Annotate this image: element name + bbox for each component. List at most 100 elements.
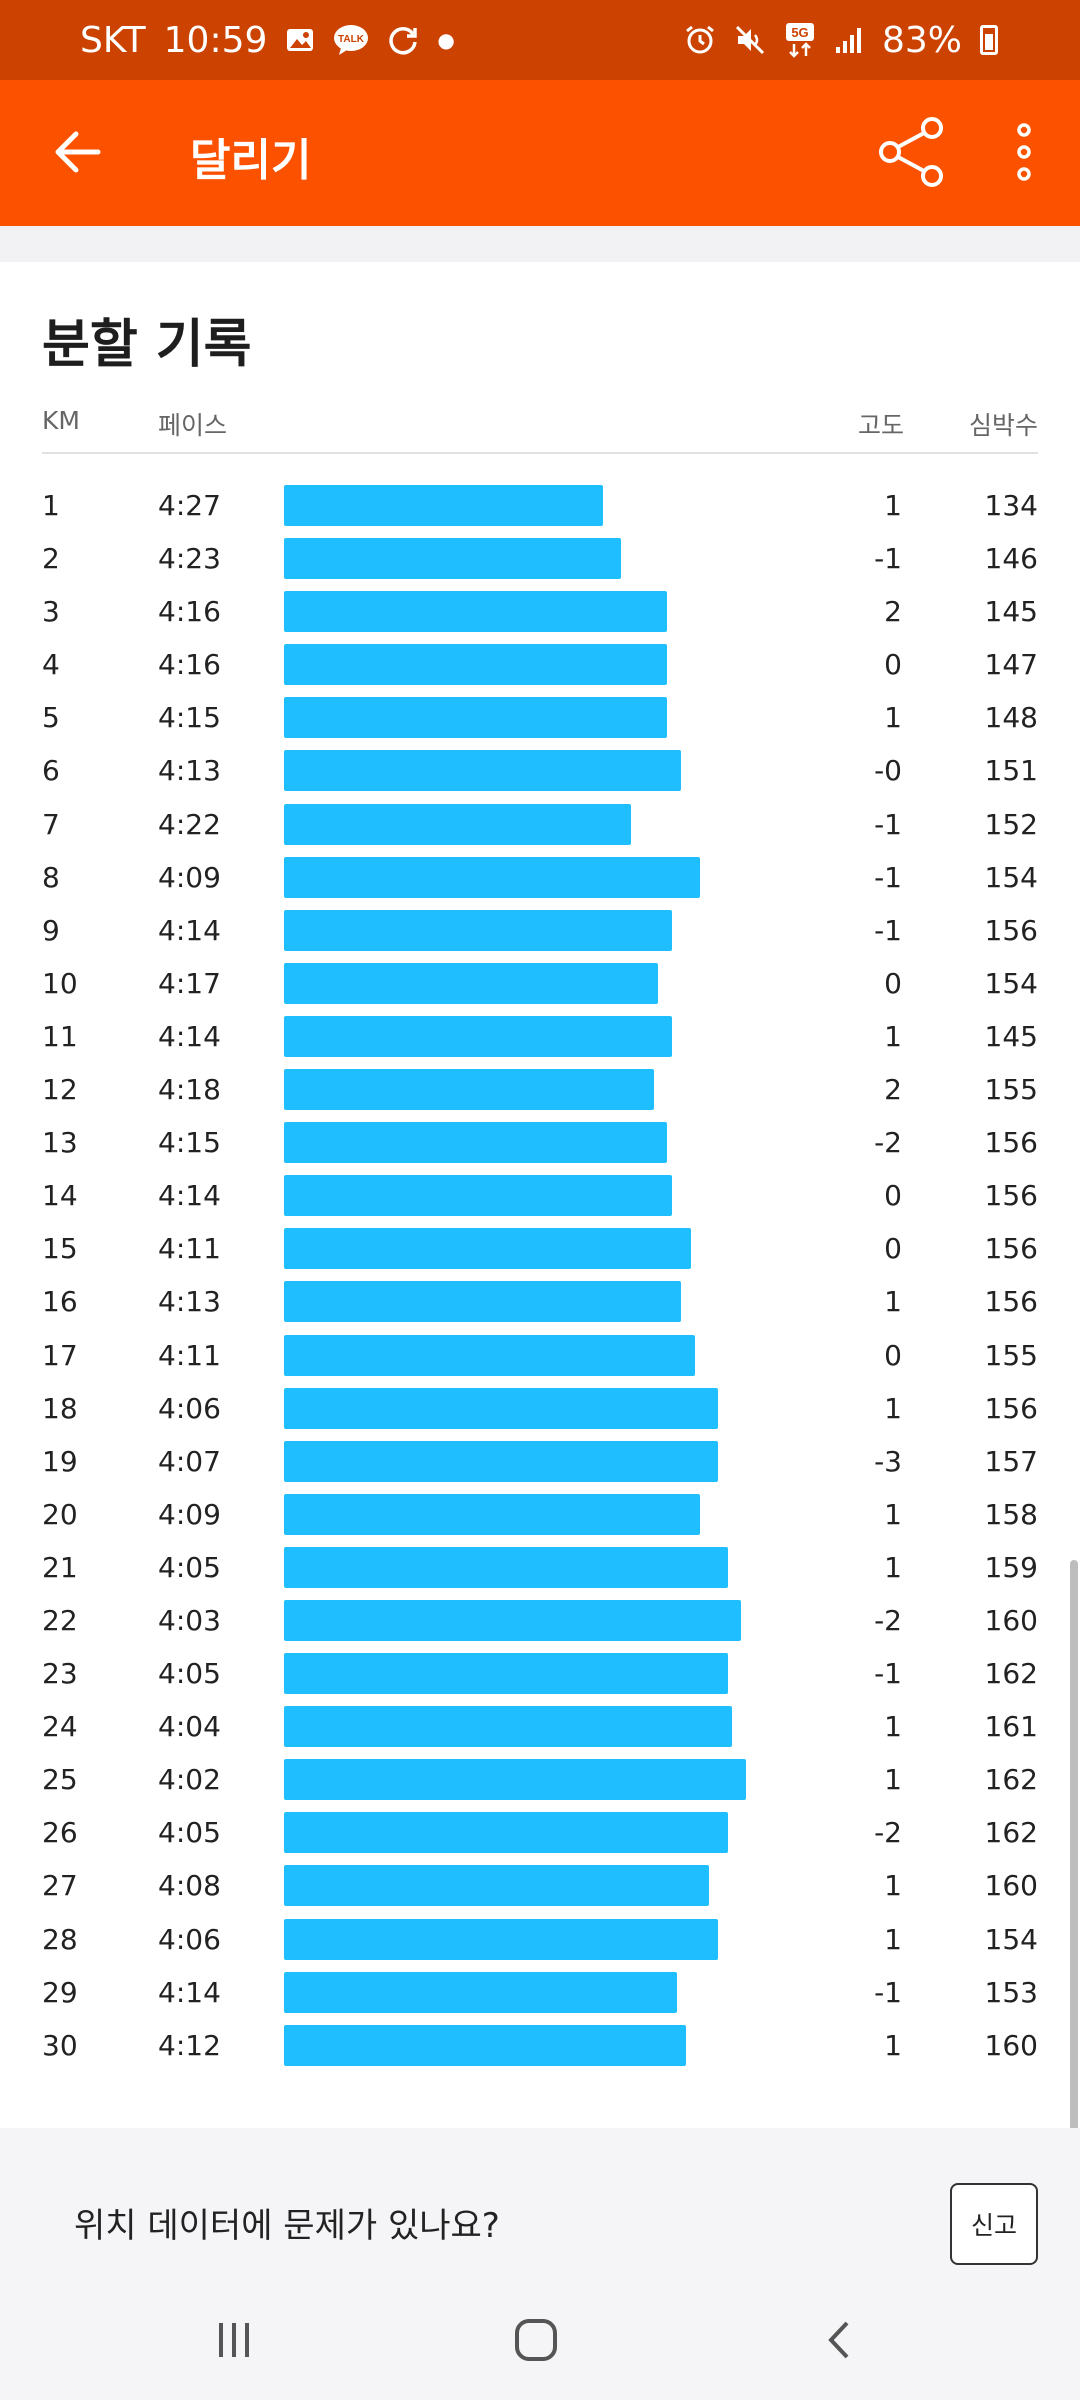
split-row: 5 4:15 1 148 — [42, 691, 1038, 744]
split-row: 11 4:14 1 145 — [42, 1010, 1038, 1063]
split-elevation: 1 — [884, 1497, 902, 1531]
split-elevation: 1 — [884, 701, 902, 735]
split-km: 18 — [42, 1391, 78, 1425]
split-pace: 4:13 — [158, 1285, 221, 1319]
split-pace: 4:05 — [158, 1550, 221, 1584]
split-heart-rate: 156 — [984, 1391, 1038, 1425]
split-km: 6 — [42, 754, 60, 788]
pace-bar — [284, 750, 681, 792]
split-heart-rate: 162 — [984, 1763, 1038, 1797]
header-heart-rate: 심박수 — [968, 411, 1038, 440]
network-type: 5G — [784, 22, 816, 58]
scrollbar[interactable] — [1070, 1560, 1078, 2260]
nav-back-icon — [828, 2321, 849, 2359]
pace-bar — [284, 1122, 667, 1164]
pace-bar — [284, 1546, 728, 1588]
split-row: 17 4:11 0 155 — [42, 1329, 1038, 1382]
split-km: 28 — [42, 1922, 78, 1956]
split-km: 12 — [42, 1073, 78, 1107]
split-elevation: -1 — [874, 1657, 902, 1691]
pace-bar — [284, 1334, 695, 1376]
split-heart-rate: 156 — [984, 1126, 1038, 1160]
split-row: 4 4:16 0 147 — [42, 638, 1038, 691]
split-km: 2 — [42, 542, 60, 576]
split-km: 25 — [42, 1763, 78, 1797]
split-elevation: 1 — [884, 1019, 902, 1053]
split-pace: 4:23 — [158, 542, 221, 576]
split-elevation: 0 — [884, 1338, 902, 1372]
split-row: 24 4:04 1 161 — [42, 1700, 1038, 1753]
split-elevation: 1 — [884, 1763, 902, 1797]
split-elevation: 2 — [884, 595, 902, 629]
split-pace: 4:16 — [158, 648, 221, 682]
pace-bar — [284, 1387, 718, 1429]
nav-back-button[interactable] — [800, 2300, 880, 2380]
split-row: 12 4:18 2 155 — [42, 1063, 1038, 1116]
split-pace: 4:14 — [158, 1179, 221, 1213]
split-km: 30 — [42, 2028, 78, 2062]
split-row: 30 4:12 1 160 — [42, 2019, 1038, 2072]
back-button[interactable] — [46, 120, 110, 184]
split-row: 16 4:13 1 156 — [42, 1275, 1038, 1328]
split-elevation: 1 — [884, 2028, 902, 2062]
battery-percent: 83% — [881, 19, 962, 61]
split-heart-rate: 154 — [984, 860, 1038, 894]
split-elevation: 1 — [884, 1922, 902, 1956]
split-heart-rate: 161 — [984, 1710, 1038, 1744]
page-title: 달리기 — [190, 135, 312, 186]
split-row: 8 4:09 -1 154 — [42, 851, 1038, 904]
split-pace: 4:27 — [158, 489, 221, 522]
split-km: 1 — [42, 489, 60, 522]
status-right: 5G 83% — [684, 20, 998, 61]
split-elevation: 0 — [884, 1232, 902, 1266]
pace-bar — [284, 856, 700, 898]
split-km: 29 — [42, 1975, 78, 2009]
split-heart-rate: 156 — [984, 1285, 1038, 1319]
split-row: 13 4:15 -2 156 — [42, 1116, 1038, 1169]
split-row: 7 4:22 -1 152 — [42, 798, 1038, 851]
splits-list: 1 4:27 1 134 2 4:23 -1 146 3 4:16 2 145 4 4:16 0 147 5 4:… — [42, 479, 1038, 2072]
split-heart-rate: 156 — [984, 1179, 1038, 1213]
split-km: 22 — [42, 1603, 78, 1637]
split-pace: 4:07 — [158, 1444, 221, 1478]
pace-bar — [284, 1228, 691, 1270]
pace-bar — [284, 1599, 741, 1641]
split-pace: 4:06 — [158, 1391, 221, 1425]
split-row: 9 4:14 -1 156 — [42, 904, 1038, 957]
split-heart-rate: 162 — [984, 1816, 1038, 1850]
split-pace: 4:18 — [158, 1073, 221, 1107]
pace-bar — [284, 697, 667, 739]
split-pace: 4:14 — [158, 913, 221, 947]
split-km: 17 — [42, 1338, 78, 1372]
split-km: 8 — [42, 860, 60, 894]
split-row: 26 4:05 -2 162 — [42, 1806, 1038, 1859]
split-pace: 4:12 — [158, 2028, 221, 2062]
split-elevation: 0 — [884, 648, 902, 682]
pace-bar — [284, 1440, 718, 1482]
split-heart-rate: 154 — [984, 1922, 1038, 1956]
split-heart-rate: 147 — [984, 648, 1038, 682]
battery-icon — [980, 25, 998, 55]
split-km: 16 — [42, 1285, 78, 1319]
app-bar: 달리기 — [0, 80, 1080, 226]
pace-bar — [284, 1706, 732, 1748]
split-km: 23 — [42, 1657, 78, 1691]
share-button[interactable] — [876, 116, 948, 188]
split-heart-rate: 157 — [984, 1444, 1038, 1478]
pace-bar — [284, 1759, 746, 1801]
split-pace: 4:16 — [158, 595, 221, 629]
header-elevation: 고도 — [857, 411, 904, 440]
mute-icon — [734, 24, 766, 56]
system-nav-bar — [0, 2282, 1080, 2400]
pace-bar — [284, 1865, 709, 1907]
pace-bar — [284, 962, 658, 1004]
split-heart-rate: 159 — [984, 1550, 1038, 1584]
home-button[interactable] — [496, 2300, 576, 2380]
split-row: 2 4:23 -1 146 — [42, 532, 1038, 585]
report-button[interactable]: 신고 — [950, 2183, 1038, 2265]
split-km: 13 — [42, 1126, 78, 1160]
split-pace: 4:09 — [158, 1497, 221, 1531]
pace-bar — [284, 1281, 681, 1323]
more-options-button[interactable] — [1000, 116, 1048, 188]
recent-apps-button[interactable] — [194, 2300, 274, 2380]
